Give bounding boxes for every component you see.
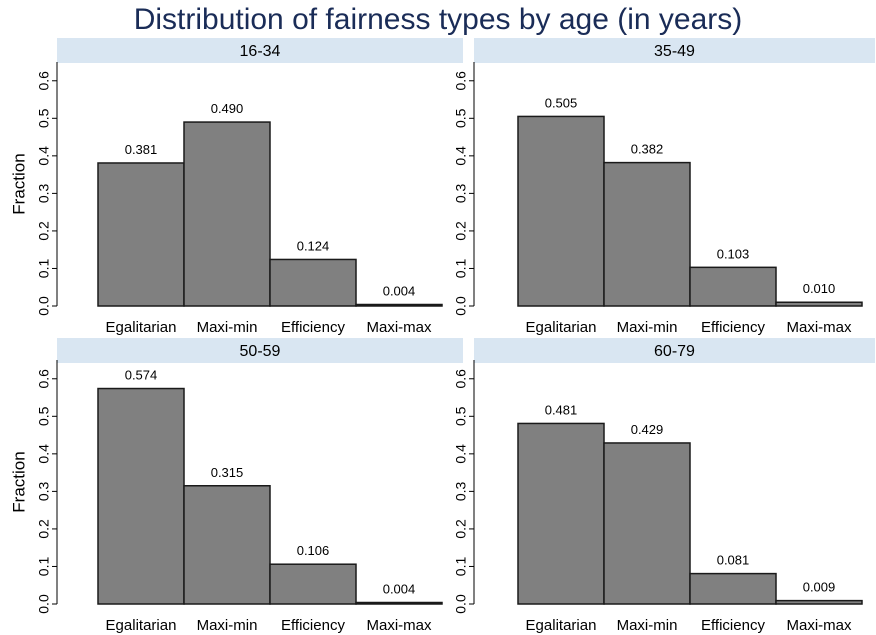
y-tick-label: 0.2: [453, 221, 469, 241]
y-tick-label: 0.0: [36, 296, 52, 316]
data-label: 0.106: [297, 543, 330, 558]
category-label: Maxi-max: [366, 617, 432, 634]
data-label: 0.315: [211, 465, 244, 480]
panel-label: 60-79: [654, 343, 695, 360]
data-label: 0.505: [545, 95, 578, 110]
data-label: 0.103: [717, 246, 750, 261]
bar-maxi-max: [355, 303, 443, 307]
y-tick-label: 0.4: [36, 146, 52, 166]
category-label: Maxi-min: [617, 319, 678, 336]
y-tick-label: 0.3: [36, 481, 52, 501]
category-label: Egalitarian: [526, 617, 597, 634]
category-label: Egalitarian: [106, 617, 177, 634]
bar-efficiency: [269, 563, 357, 605]
y-tick-label: 0.1: [453, 259, 469, 279]
y-tick-label: 0.2: [36, 221, 52, 241]
y-tick-label: 0.3: [453, 481, 469, 501]
bar-maxi-min: [183, 121, 271, 307]
bar-maxi-min: [603, 161, 691, 307]
y-tick-label: 0.3: [36, 183, 52, 203]
bar-maxi-min: [183, 485, 271, 605]
chart-title: Distribution of fairness types by age (i…: [133, 3, 743, 36]
data-label: 0.490: [211, 101, 244, 116]
y-axis-label: Fraction: [9, 451, 28, 512]
category-label: Maxi-max: [786, 617, 852, 634]
y-axis-label: Fraction: [9, 153, 28, 214]
bar-efficiency: [689, 572, 777, 605]
bar-efficiency: [689, 266, 777, 307]
bar-efficiency: [269, 258, 357, 307]
y-tick-label: 0.2: [36, 519, 52, 539]
y-tick-label: 0.6: [453, 369, 469, 389]
panel-16-34: 16-34 0.0 0.1 0.2 0.3 0.4 0.5 0.6 Fraction 0.381 E…: [9, 38, 463, 336]
bar-egalitarian: [517, 115, 605, 307]
panel-strip: [474, 338, 875, 363]
y-tick-label: 0.5: [36, 406, 52, 426]
data-label: 0.124: [297, 238, 330, 253]
y-tick-label: 0.4: [36, 444, 52, 464]
data-label: 0.382: [631, 142, 664, 157]
bar-egalitarian: [97, 387, 185, 605]
panel-strip: [57, 338, 463, 363]
panel-label: 16-34: [240, 43, 281, 60]
y-tick-label: 0.4: [453, 146, 469, 166]
category-label: Maxi-max: [786, 319, 852, 336]
category-label: Efficiency: [281, 617, 345, 634]
y-tick-label: 0.2: [453, 519, 469, 539]
data-label: 0.429: [631, 422, 664, 437]
data-label: 0.381: [125, 142, 158, 157]
panel-60-79: 60-79 0.0 0.1 0.2 0.3 0.4 0.5 0.6 0.481 Egalitari…: [453, 338, 875, 634]
y-tick-label: 0.6: [453, 71, 469, 91]
panel-50-59: 50-59 0.0 0.1 0.2 0.3 0.4 0.5 0.6 Fraction 0.574 E…: [9, 338, 463, 634]
category-label: Egalitarian: [526, 319, 597, 336]
y-tick-label: 0.5: [453, 406, 469, 426]
bar-maxi-max: [775, 599, 863, 605]
y-tick-label: 0.0: [36, 594, 52, 614]
category-label: Efficiency: [701, 617, 765, 634]
y-tick-label: 0.1: [36, 259, 52, 279]
y-tick-label: 0.1: [453, 557, 469, 577]
y-tick-label: 0.6: [36, 71, 52, 91]
bar-maxi-min: [603, 442, 691, 605]
y-tick-label: 0.6: [36, 369, 52, 389]
y-tick-label: 0.5: [36, 108, 52, 128]
bar-egalitarian: [97, 162, 185, 307]
panel-label: 50-59: [240, 343, 281, 360]
bar-maxi-max: [775, 301, 863, 307]
data-label: 0.004: [383, 283, 416, 298]
y-tick-label: 0.0: [453, 296, 469, 316]
panel-35-49: 35-49 0.0 0.1 0.2 0.3 0.4 0.5 0.6 0.505 Egalitari…: [453, 38, 875, 336]
data-label: 0.574: [125, 368, 158, 383]
data-label: 0.081: [717, 553, 750, 568]
category-label: Egalitarian: [106, 319, 177, 336]
y-tick-label: 0.1: [36, 557, 52, 577]
panel-strip: [57, 38, 463, 63]
y-tick-label: 0.4: [453, 444, 469, 464]
bar-maxi-max: [355, 601, 443, 605]
panel-label: 35-49: [654, 43, 695, 60]
data-label: 0.481: [545, 402, 578, 417]
category-label: Maxi-max: [366, 319, 432, 336]
y-tick-label: 0.5: [453, 108, 469, 128]
data-label: 0.010: [803, 281, 836, 296]
data-label: 0.009: [803, 580, 836, 595]
panel-strip: [474, 38, 875, 63]
y-tick-label: 0.0: [453, 594, 469, 614]
category-label: Efficiency: [701, 319, 765, 336]
category-label: Maxi-min: [197, 617, 258, 634]
data-label: 0.004: [383, 581, 416, 596]
y-tick-label: 0.3: [453, 183, 469, 203]
category-label: Efficiency: [281, 319, 345, 336]
category-label: Maxi-min: [197, 319, 258, 336]
category-label: Maxi-min: [617, 617, 678, 634]
bar-egalitarian: [517, 422, 605, 605]
